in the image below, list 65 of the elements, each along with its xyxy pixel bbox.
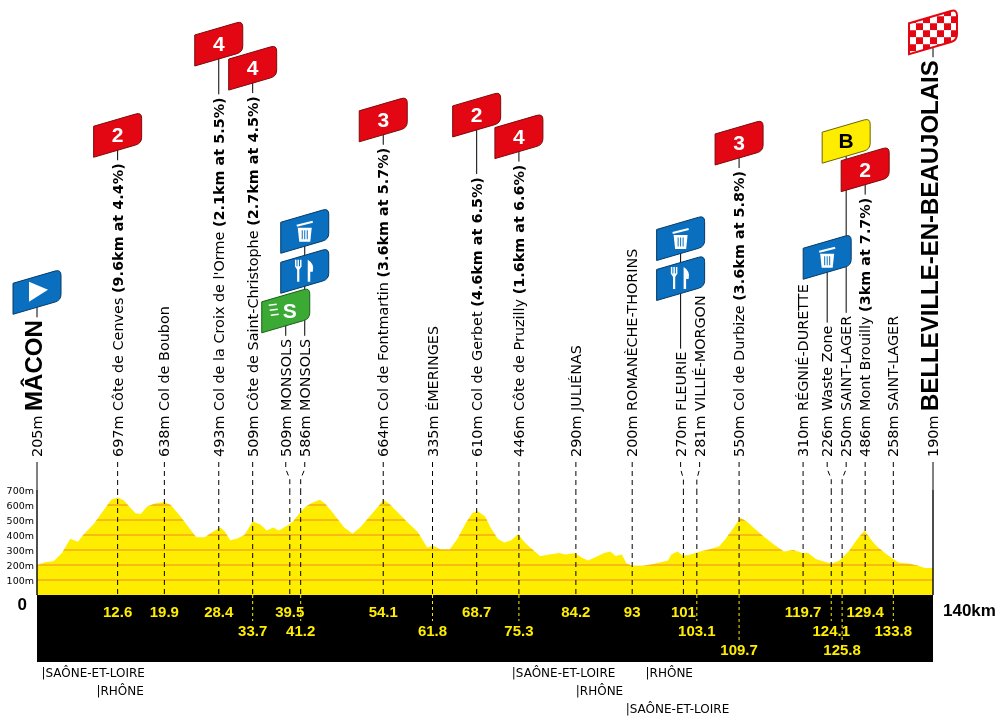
annotation: 125.8 xyxy=(823,640,861,658)
x-tick-label: 12.6 xyxy=(103,602,133,620)
text: 4 xyxy=(513,124,526,148)
annotation: 33.7 xyxy=(238,621,268,639)
text: 2 xyxy=(111,123,124,147)
ref-line-label: 509m MONSOLS xyxy=(277,338,294,457)
text: |RHÔNE xyxy=(645,665,693,680)
ref-line-label: 190m BELLEVILLE-EN-BEAUJOLAIS xyxy=(916,60,943,457)
ref-line-label: 290m JULIÉNAS xyxy=(567,345,584,457)
ref-line-label: 250m SAINT-LAGER xyxy=(838,315,855,457)
x-tick-label: 84.2 xyxy=(561,602,591,620)
ref-line-label: 310m RÉGNIÉ-DURETTE xyxy=(795,284,812,457)
ref-line-label: 226m Waste Zone xyxy=(819,325,836,457)
text: 2 xyxy=(859,157,872,181)
text: S xyxy=(282,298,297,322)
annotation: 61.8 xyxy=(417,621,448,639)
ref-line-label: 486m Mont Brouilly (3km at 7.7%) xyxy=(857,197,874,457)
y-tick-label: 200m xyxy=(6,559,34,571)
ref-line-label: 586m MONSOLS xyxy=(296,338,313,457)
annotation: 133.8 xyxy=(874,621,913,639)
ref-line-label: 664m Col de Fontmartin (3.6km at 5.7%) xyxy=(375,147,392,457)
annotation: 41.2 xyxy=(286,621,316,639)
ref-line-label: 200m ROMANÈCHE-THORINS xyxy=(624,248,641,457)
y-tick-label: 500m xyxy=(6,514,34,526)
x-tick-label: 28.4 xyxy=(204,602,235,620)
ref-line-label: 610m Col de Gerbet (4.6km at 6.5%) xyxy=(468,177,485,457)
text: 3 xyxy=(733,130,745,154)
annotation: 109.7 xyxy=(720,640,758,658)
text: |SAÔNE-ET-LOIRE xyxy=(511,665,616,680)
x-tick-label: 54.1 xyxy=(368,602,398,620)
y-tick-label: 100m xyxy=(6,574,34,586)
ref-line-label: 270m FLEURIE xyxy=(672,351,689,457)
y-tick-label: 300m xyxy=(6,544,34,556)
ref-line-label: 258m SAINT-LAGER xyxy=(885,315,902,457)
x-tick-label: 119.7 xyxy=(784,602,822,620)
x-tick-label: 19.9 xyxy=(149,602,179,620)
ref-line-label: 638m Col de Boubon xyxy=(156,306,173,457)
ref-line-label: 509m Côte de Saint-Christophe (2.7km at 4.5%) xyxy=(244,96,261,457)
text: |SAÔNE-ET-LOIRE xyxy=(625,701,730,716)
text: 140km xyxy=(943,600,996,620)
ref-line-label: 281m VILLIÉ-MORGON xyxy=(691,295,708,457)
ref-line-label: 446m Côte de Pruzilly (1.6km at 6.6%) xyxy=(510,164,527,457)
text: |SAÔNE-ET-LOIRE xyxy=(41,665,145,680)
ref-line-label: 550m Col de Durbize (3.6km at 5.8%) xyxy=(731,170,748,457)
y-tick-label: 700m xyxy=(6,484,34,496)
y-tick-label: 600m xyxy=(6,499,34,511)
x-tick-label: 39.5 xyxy=(275,602,305,620)
text: 3 xyxy=(377,107,390,131)
ref-line-label: 335m ÉMERINGES xyxy=(424,325,441,457)
x-tick-label: 129.4 xyxy=(846,602,885,620)
annotation: 124.1 xyxy=(812,621,851,639)
text: |RHÔNE xyxy=(96,683,144,698)
ref-line-label: 493m Col de la Croix de l'Orme (2.1km at 5.5%) xyxy=(210,97,227,457)
ref-line-label: 697m Côte de Cenves (9.6km at 4.4%) xyxy=(109,163,126,457)
y-tick-label: 400m xyxy=(6,529,34,541)
annotation: 75.3 xyxy=(504,621,534,639)
text: |RHÔNE xyxy=(575,683,624,698)
text: 0 xyxy=(17,594,27,614)
x-tick-label: 101 xyxy=(670,602,696,620)
text: B xyxy=(838,129,854,153)
x-tick-label: 93 xyxy=(623,602,641,620)
x-tick-label: 68.7 xyxy=(462,602,492,620)
annotation: 103.1 xyxy=(678,621,716,639)
text: 4 xyxy=(246,56,259,80)
ref-line-label: 205m MÂCON xyxy=(20,320,47,457)
